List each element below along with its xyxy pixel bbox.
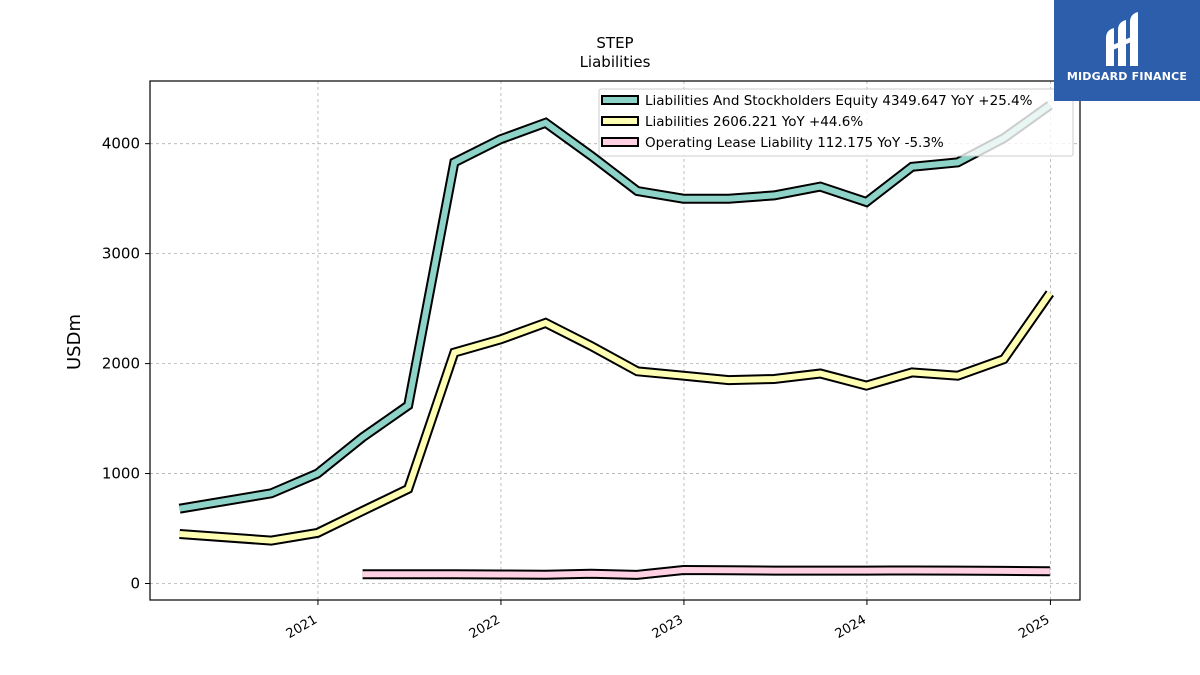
y-tick-label: 2000 xyxy=(102,355,140,373)
legend-swatch xyxy=(601,116,639,126)
x-tick-label: 2022 xyxy=(467,612,503,642)
y-tick-label: 0 xyxy=(130,575,140,593)
legend-swatch xyxy=(601,95,639,105)
legend: Liabilities And Stockholders Equity 4349… xyxy=(598,88,1074,157)
y-axis-label: USDm xyxy=(64,314,85,370)
legend-swatch xyxy=(601,137,639,147)
y-tick-label: 3000 xyxy=(102,245,140,263)
legend-label: Liabilities 2606.221 YoY +44.6% xyxy=(645,114,863,130)
y-tick-label: 4000 xyxy=(102,135,140,153)
series-outline-liabilities xyxy=(179,290,1054,546)
chart-title: STEP xyxy=(596,34,633,52)
logo-text: MIDGARD FINANCE xyxy=(1066,70,1188,83)
series-lines xyxy=(178,101,1054,580)
series-line-liabilities xyxy=(179,291,1053,544)
x-tick-label: 2025 xyxy=(1016,612,1052,642)
plot-frame xyxy=(149,80,1081,601)
x-tick-label: 2024 xyxy=(833,612,869,642)
chart-subtitle: Liabilities xyxy=(580,53,651,71)
y-tick-label: 1000 xyxy=(102,465,140,483)
legend-box xyxy=(598,88,1074,157)
grid-lines xyxy=(150,81,1080,600)
logo-mark-icon xyxy=(1106,12,1138,66)
legend-label: Liabilities And Stockholders Equity 4349… xyxy=(645,93,1033,109)
x-tick-label: 2021 xyxy=(284,612,320,642)
series-line-operating-lease-liability xyxy=(362,566,1050,578)
legend-label: Operating Lease Liability 112.175 YoY -5… xyxy=(645,135,944,151)
midgard-finance-logo: MIDGARD FINANCE xyxy=(1054,0,1200,101)
series-line-liabilities-and-stockholders-equity xyxy=(179,102,1052,512)
x-tick-label: 2023 xyxy=(650,612,686,642)
